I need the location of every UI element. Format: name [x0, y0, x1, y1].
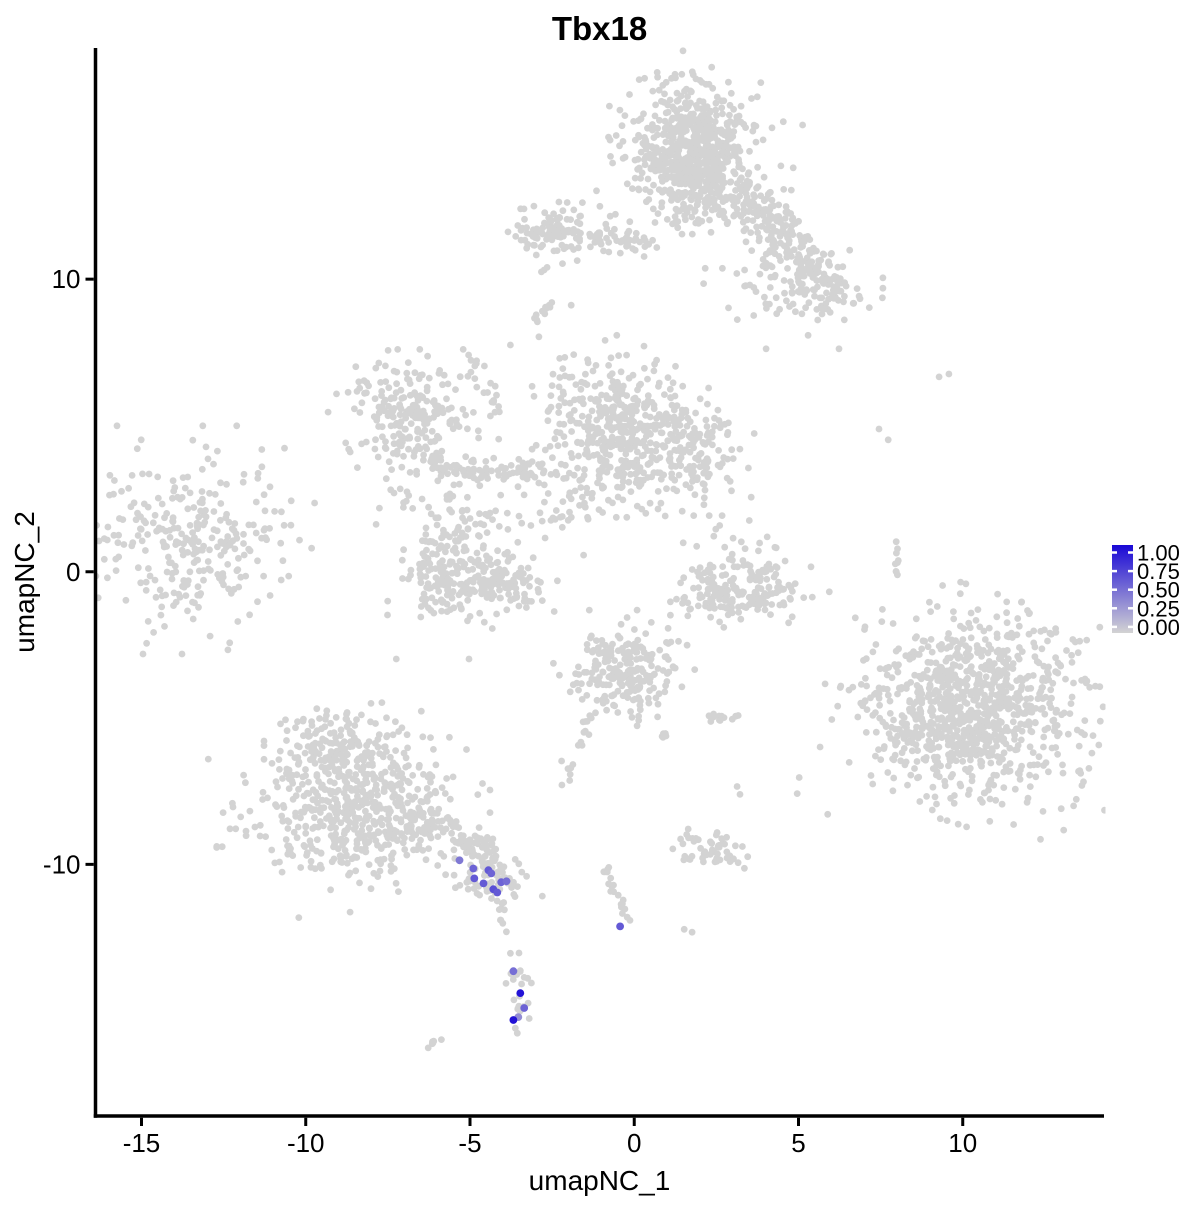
legend-colorbar: 1.000.750.500.250.00: [1112, 541, 1180, 640]
plot-title: Tbx18: [552, 10, 647, 47]
y-tick-label: 10: [52, 264, 81, 294]
x-axis: -15 -10 -5 0 5 10: [94, 1116, 1104, 1158]
y-tick-label: 0: [66, 557, 80, 587]
x-tick-label: 5: [791, 1128, 805, 1158]
y-axis: 10 0 -10: [43, 48, 96, 1118]
legend-tick-label: 0.00: [1137, 615, 1180, 640]
expressing-points-layer: [456, 856, 624, 1024]
gray-points-layer: [74, 47, 1168, 1051]
y-axis-title: umapNC_2: [9, 511, 40, 653]
x-tick-label: -15: [123, 1128, 161, 1158]
x-tick-label: 0: [627, 1128, 641, 1158]
x-tick-label: -5: [458, 1128, 481, 1158]
y-tick-label: -10: [43, 849, 81, 879]
x-tick-label: -10: [287, 1128, 325, 1158]
x-axis-title: umapNC_1: [529, 1165, 671, 1196]
x-tick-label: 10: [948, 1128, 977, 1158]
